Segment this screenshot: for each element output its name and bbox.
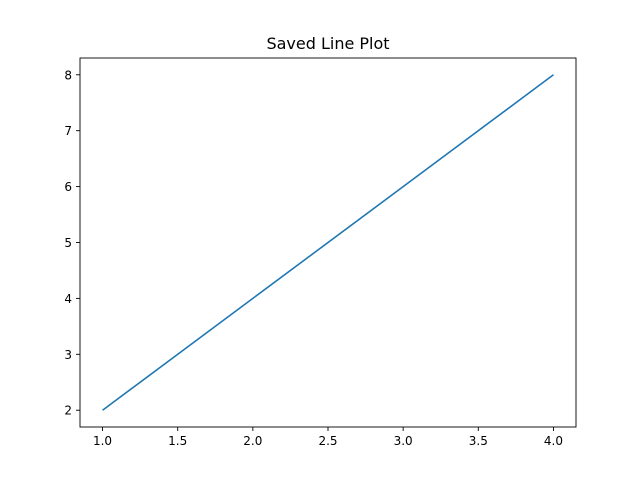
y-tick-label: 2 bbox=[64, 404, 72, 418]
x-tick-label: 3.5 bbox=[469, 434, 488, 448]
y-tick-label: 4 bbox=[64, 292, 72, 306]
x-tick-label: 1.0 bbox=[93, 434, 112, 448]
x-tick-label: 1.5 bbox=[168, 434, 187, 448]
x-tick-label: 4.0 bbox=[544, 434, 563, 448]
plot-area-frame bbox=[79, 57, 577, 428]
y-tick-label: 8 bbox=[64, 68, 72, 82]
y-tick-label: 6 bbox=[64, 180, 72, 194]
x-tick-label: 2.0 bbox=[243, 434, 262, 448]
chart-title: Saved Line Plot bbox=[266, 34, 389, 53]
series-line-0 bbox=[102, 74, 554, 411]
x-tick-label: 2.5 bbox=[318, 434, 337, 448]
y-tick-label: 3 bbox=[64, 348, 72, 362]
series-layer bbox=[102, 74, 554, 411]
y-tick-label: 5 bbox=[64, 236, 72, 250]
x-tick-label: 3.0 bbox=[394, 434, 413, 448]
y-tick-label: 7 bbox=[64, 124, 72, 138]
ticks-layer: 1.0 1.5 2.0 2.5 3.0 3.5 4.0 2 3 4 5 6 7 8 bbox=[64, 68, 563, 448]
